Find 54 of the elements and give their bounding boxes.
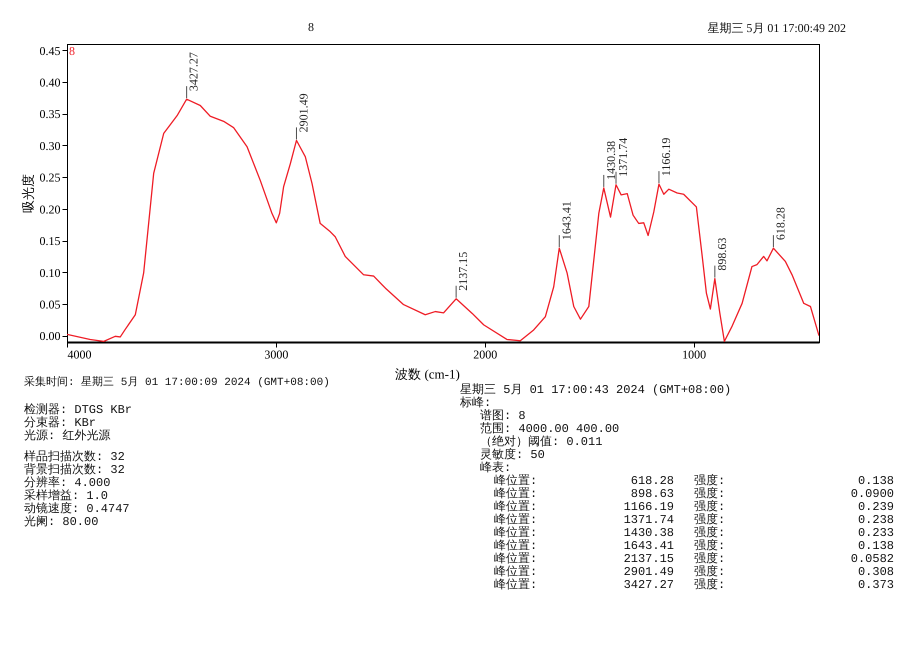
text: 8 xyxy=(308,20,314,35)
text: 检测器: DTGS KBr xyxy=(24,403,132,417)
x-tick-label: 3000 xyxy=(264,348,288,362)
annotation: 2901.49 xyxy=(296,93,310,132)
y-tick-label: 0.40 xyxy=(40,76,60,90)
y-tick-label: 0.00 xyxy=(40,329,60,344)
y-tick-label: 0.20 xyxy=(40,202,60,216)
text: 范围: 4000.00 400.00 xyxy=(479,422,620,436)
text: 灵敏度: 50 xyxy=(479,448,546,462)
annotation: 1430.38 xyxy=(604,140,618,180)
annotation: 1643.41 xyxy=(559,201,574,240)
x-tick-label: 4000 xyxy=(68,348,92,362)
text: 峰位置: 1430.38 强度: 0.233 xyxy=(494,526,894,540)
y-tick-label: 0.35 xyxy=(40,107,60,122)
x-tick-label: 2000 xyxy=(473,348,498,362)
text: 谱图: 8 xyxy=(479,409,527,423)
annotation: 3427.27 xyxy=(186,52,201,92)
text: 峰位置: 1371.74 强度: 0.238 xyxy=(494,513,894,527)
y-tick-label: 0.45 xyxy=(40,44,60,58)
text: 峰位置: 2137.15 强度: 0.0582 xyxy=(494,552,894,566)
y-tick-label: 0.10 xyxy=(40,266,60,280)
text: 采样增益: 1.0 xyxy=(24,489,110,503)
y-tick-label: 0.05 xyxy=(40,297,60,312)
text: 分辨率: 4.000 xyxy=(24,476,112,490)
text: 峰表: xyxy=(479,461,512,475)
annotation: 2137.15 xyxy=(456,252,470,291)
annotation: 1166.19 xyxy=(658,138,673,176)
annotation: 898.63 xyxy=(714,238,729,271)
text: 采集时间: 星期三 5月 01 17:00:09 2024 (GMT+08:00) xyxy=(24,375,330,389)
text: 光阑: 80.00 xyxy=(24,515,100,529)
annotation: 1371.74 xyxy=(616,138,630,177)
text: 动镜速度: 0.4747 xyxy=(24,502,131,516)
text: （绝对）阈值: 0.011 xyxy=(479,435,604,449)
text: 峰位置: 1643.41 强度: 0.138 xyxy=(494,539,894,553)
text: 峰位置: 898.63 强度: 0.0900 xyxy=(494,487,894,501)
text: 峰位置: 618.28 强度: 0.138 xyxy=(494,474,894,488)
text: 峰位置: 2901.49 强度: 0.308 xyxy=(494,565,894,579)
text: 分束器: KBr xyxy=(24,416,96,430)
y-tick-label: 0.15 xyxy=(40,234,60,248)
text: 样品扫描次数: 32 xyxy=(24,450,126,464)
annotation: 618.28 xyxy=(773,207,788,240)
text: 峰位置: 3427.27 强度: 0.373 xyxy=(494,578,894,592)
text: 星期三 5月 01 17:00:49 202 xyxy=(707,20,846,37)
text: 光源: 红外光源 xyxy=(24,429,112,443)
text: 峰位置: 1166.19 强度: 0.239 xyxy=(494,500,894,514)
y-tick-label: 0.25 xyxy=(40,170,60,185)
text: 背景扫描次数: 32 xyxy=(24,463,126,477)
x-axis-title: 波数 (cm-1) xyxy=(395,366,460,382)
text: 标峰: xyxy=(460,396,492,410)
x-tick-label: 1000 xyxy=(682,348,706,362)
text: 星期三 5月 01 17:00:43 2024 (GMT+08:00) xyxy=(460,383,732,397)
annotation: 8 xyxy=(69,44,75,58)
y-tick-label: 0.30 xyxy=(40,138,60,153)
y-axis-title: 吸光度 xyxy=(20,174,36,213)
